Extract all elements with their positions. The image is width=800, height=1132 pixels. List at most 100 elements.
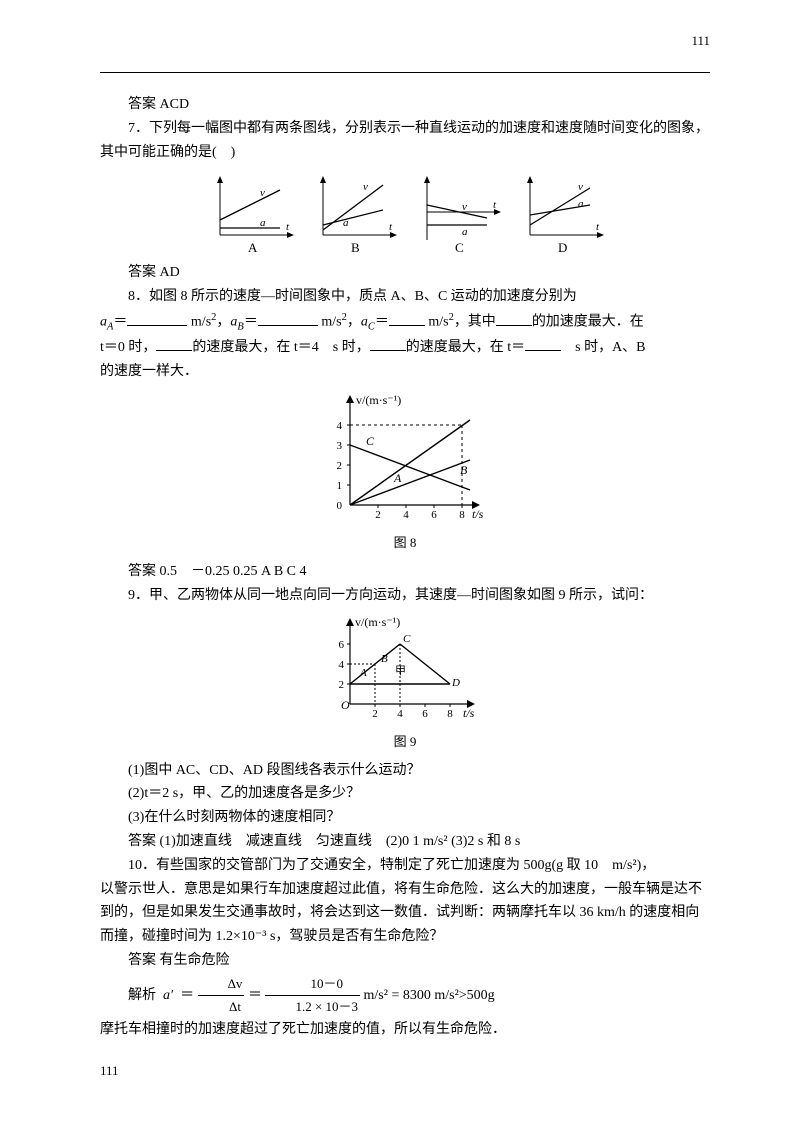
page: 111 答案 ACD 7．下列每一幅图中都有两条图线，分别表示一种直线运动的加速… (0, 0, 800, 1132)
svg-text:t: t (596, 221, 600, 233)
q9-figure: O 2 4 6 2 4 6 8 A (100, 614, 710, 753)
q7-fig-c: v a t C (407, 170, 507, 255)
q9-answer-value: (1)加速直线 减速直线 匀速直线 (2)0 1 m/s² (3)2 s 和 8… (160, 834, 521, 849)
svg-text:t: t (493, 199, 497, 211)
svg-text:A: A (359, 667, 367, 679)
svg-text:甲: 甲 (395, 665, 406, 677)
svg-text:t/s: t/s (472, 507, 484, 521)
svg-text:v: v (462, 201, 467, 213)
svg-text:2: 2 (375, 509, 381, 521)
q10-body1: 有些国家的交管部门为了交通安全，特制定了死亡加速度为 500g(g 取 10 m… (156, 858, 655, 873)
svg-text:4: 4 (397, 708, 403, 720)
blank (525, 336, 561, 351)
q8-fig-caption: 图 8 (100, 532, 710, 554)
svg-text:D: D (558, 240, 567, 255)
q8-line2: aA＝ m/s2，aB＝ m/s2，aC＝ m/s2，其中的加速度最大．在 (100, 309, 710, 336)
q8-number: 8． (128, 289, 149, 304)
q8-chart: 0 1 2 3 4 2 4 6 8 A B (320, 390, 490, 530)
svg-text:2: 2 (337, 460, 343, 472)
q7-fig-d: v a t D (510, 170, 610, 255)
header-rule (100, 72, 710, 73)
svg-text:6: 6 (339, 639, 345, 651)
q10-answer: 答案 有生命危险 (100, 949, 710, 973)
answer-label: 答案 (128, 97, 156, 112)
q6-answer-value: ACD (160, 97, 190, 112)
q8-line4: 的速度一样大． (100, 360, 710, 384)
svg-text:2: 2 (339, 679, 345, 691)
answer-label: 答案 (128, 953, 156, 968)
svg-text:t/s: t/s (463, 706, 475, 720)
q10-number: 10． (128, 858, 156, 873)
q9-number: 9． (128, 588, 149, 603)
q9-sub2: (2)t＝2 s，甲、乙的加速度各是多少？ (100, 782, 710, 806)
q7-text: 7．下列每一幅图中都有两条图线，分别表示一种直线运动的加速度和速度随时间变化的图… (100, 117, 710, 165)
q7-answer: 答案 AD (100, 261, 710, 285)
q10-line2: 以警示世人．意思是如果行车加速度超过此值，将有生命危险．这么大的加速度，一般车辆… (100, 878, 710, 949)
explanation-label: 解析 (128, 988, 156, 1003)
fraction-numeric: 10－0 1.2 × 10－3 (265, 973, 360, 1018)
svg-text:D: D (451, 677, 460, 689)
svg-text:0: 0 (337, 500, 343, 512)
blank (389, 311, 425, 326)
q8-body1: 如图 8 所示的速度—时间图象中，质点 A、B、C 运动的加速度分别为 (149, 289, 577, 304)
page-number-bottom: 111 (100, 1060, 119, 1082)
blank (127, 311, 187, 326)
svg-text:a: a (343, 217, 349, 229)
svg-text:v: v (260, 187, 265, 199)
q8-figure: 0 1 2 3 4 2 4 6 8 A B (100, 390, 710, 554)
svg-text:v: v (363, 181, 368, 193)
q7-body: 下列每一幅图中都有两条图线，分别表示一种直线运动的加速度和速度随时间变化的图象，… (100, 121, 709, 160)
svg-text:4: 4 (403, 509, 409, 521)
q7-answer-value: AD (160, 265, 180, 280)
svg-text:t: t (286, 221, 290, 233)
svg-text:v/(m·s⁻¹): v/(m·s⁻¹) (356, 393, 401, 407)
svg-text:4: 4 (337, 420, 343, 432)
svg-text:t: t (389, 221, 393, 233)
svg-text:v: v (578, 181, 583, 193)
svg-text:B: B (351, 240, 360, 255)
q9-body: 甲、乙两物体从同一地点向同一方向运动，其速度—时间图象如图 9 所示，试问： (149, 588, 653, 603)
q7-fig-b: v a t B (303, 170, 403, 255)
svg-text:8: 8 (447, 708, 453, 720)
svg-text:4: 4 (339, 659, 345, 671)
svg-text:a: a (462, 226, 468, 238)
svg-text:3: 3 (337, 440, 343, 452)
svg-text:O: O (341, 698, 350, 712)
blank (156, 336, 192, 351)
svg-text:A: A (248, 240, 258, 255)
svg-text:6: 6 (431, 509, 437, 521)
q7-fig-a: v a t A (200, 170, 300, 255)
blank (496, 311, 532, 326)
svg-text:8: 8 (459, 509, 465, 521)
q9-chart: O 2 4 6 2 4 6 8 A (325, 614, 485, 729)
svg-text:C: C (455, 240, 464, 255)
svg-text:B: B (460, 463, 468, 477)
svg-text:v/(m·s⁻¹): v/(m·s⁻¹) (355, 615, 400, 629)
q10-line1: 10．有些国家的交管部门为了交通安全，特制定了死亡加速度为 500g(g 取 1… (100, 854, 710, 878)
svg-text:a: a (578, 198, 584, 210)
q9-fig-caption: 图 9 (100, 731, 710, 753)
q6-answer: 答案 ACD (100, 93, 710, 117)
answer-label: 答案 (128, 265, 156, 280)
q9-sub1: (1)图中 AC、CD、AD 段图线各表示什么运动？ (100, 759, 710, 783)
svg-text:C: C (366, 434, 375, 448)
page-number-top: 111 (691, 30, 710, 52)
q7-figure-row: v a t A v a t B v a (100, 170, 710, 255)
q7-number: 7． (128, 121, 149, 136)
blank (370, 336, 406, 351)
svg-text:6: 6 (422, 708, 428, 720)
svg-text:A: A (393, 471, 402, 485)
q8-answer: 答案 0.5 －0.25 0.25 A B C 4 (100, 560, 710, 584)
svg-text:B: B (381, 653, 388, 665)
q8-answer-value: 0.5 －0.25 0.25 A B C 4 (160, 564, 307, 579)
svg-text:2: 2 (372, 708, 378, 720)
answer-label: 答案 (128, 564, 156, 579)
answer-label: 答案 (128, 834, 156, 849)
q10-explanation-line2: 摩托车相撞时的加速度超过了死亡加速度的值，所以有生命危险． (100, 1018, 710, 1042)
q10-answer-value: 有生命危险 (160, 953, 230, 968)
q9-text: 9．甲、乙两物体从同一地点向同一方向运动，其速度—时间图象如图 9 所示，试问： (100, 584, 710, 608)
blank (258, 311, 318, 326)
fraction-dv-dt: Δv Δt (198, 973, 245, 1018)
q8-line3: t＝0 时，的速度最大，在 t＝4 s 时，的速度最大，在 t＝ s 时，A、B (100, 336, 710, 360)
q8-line1: 8．如图 8 所示的速度—时间图象中，质点 A、B、C 运动的加速度分别为 (100, 285, 710, 309)
